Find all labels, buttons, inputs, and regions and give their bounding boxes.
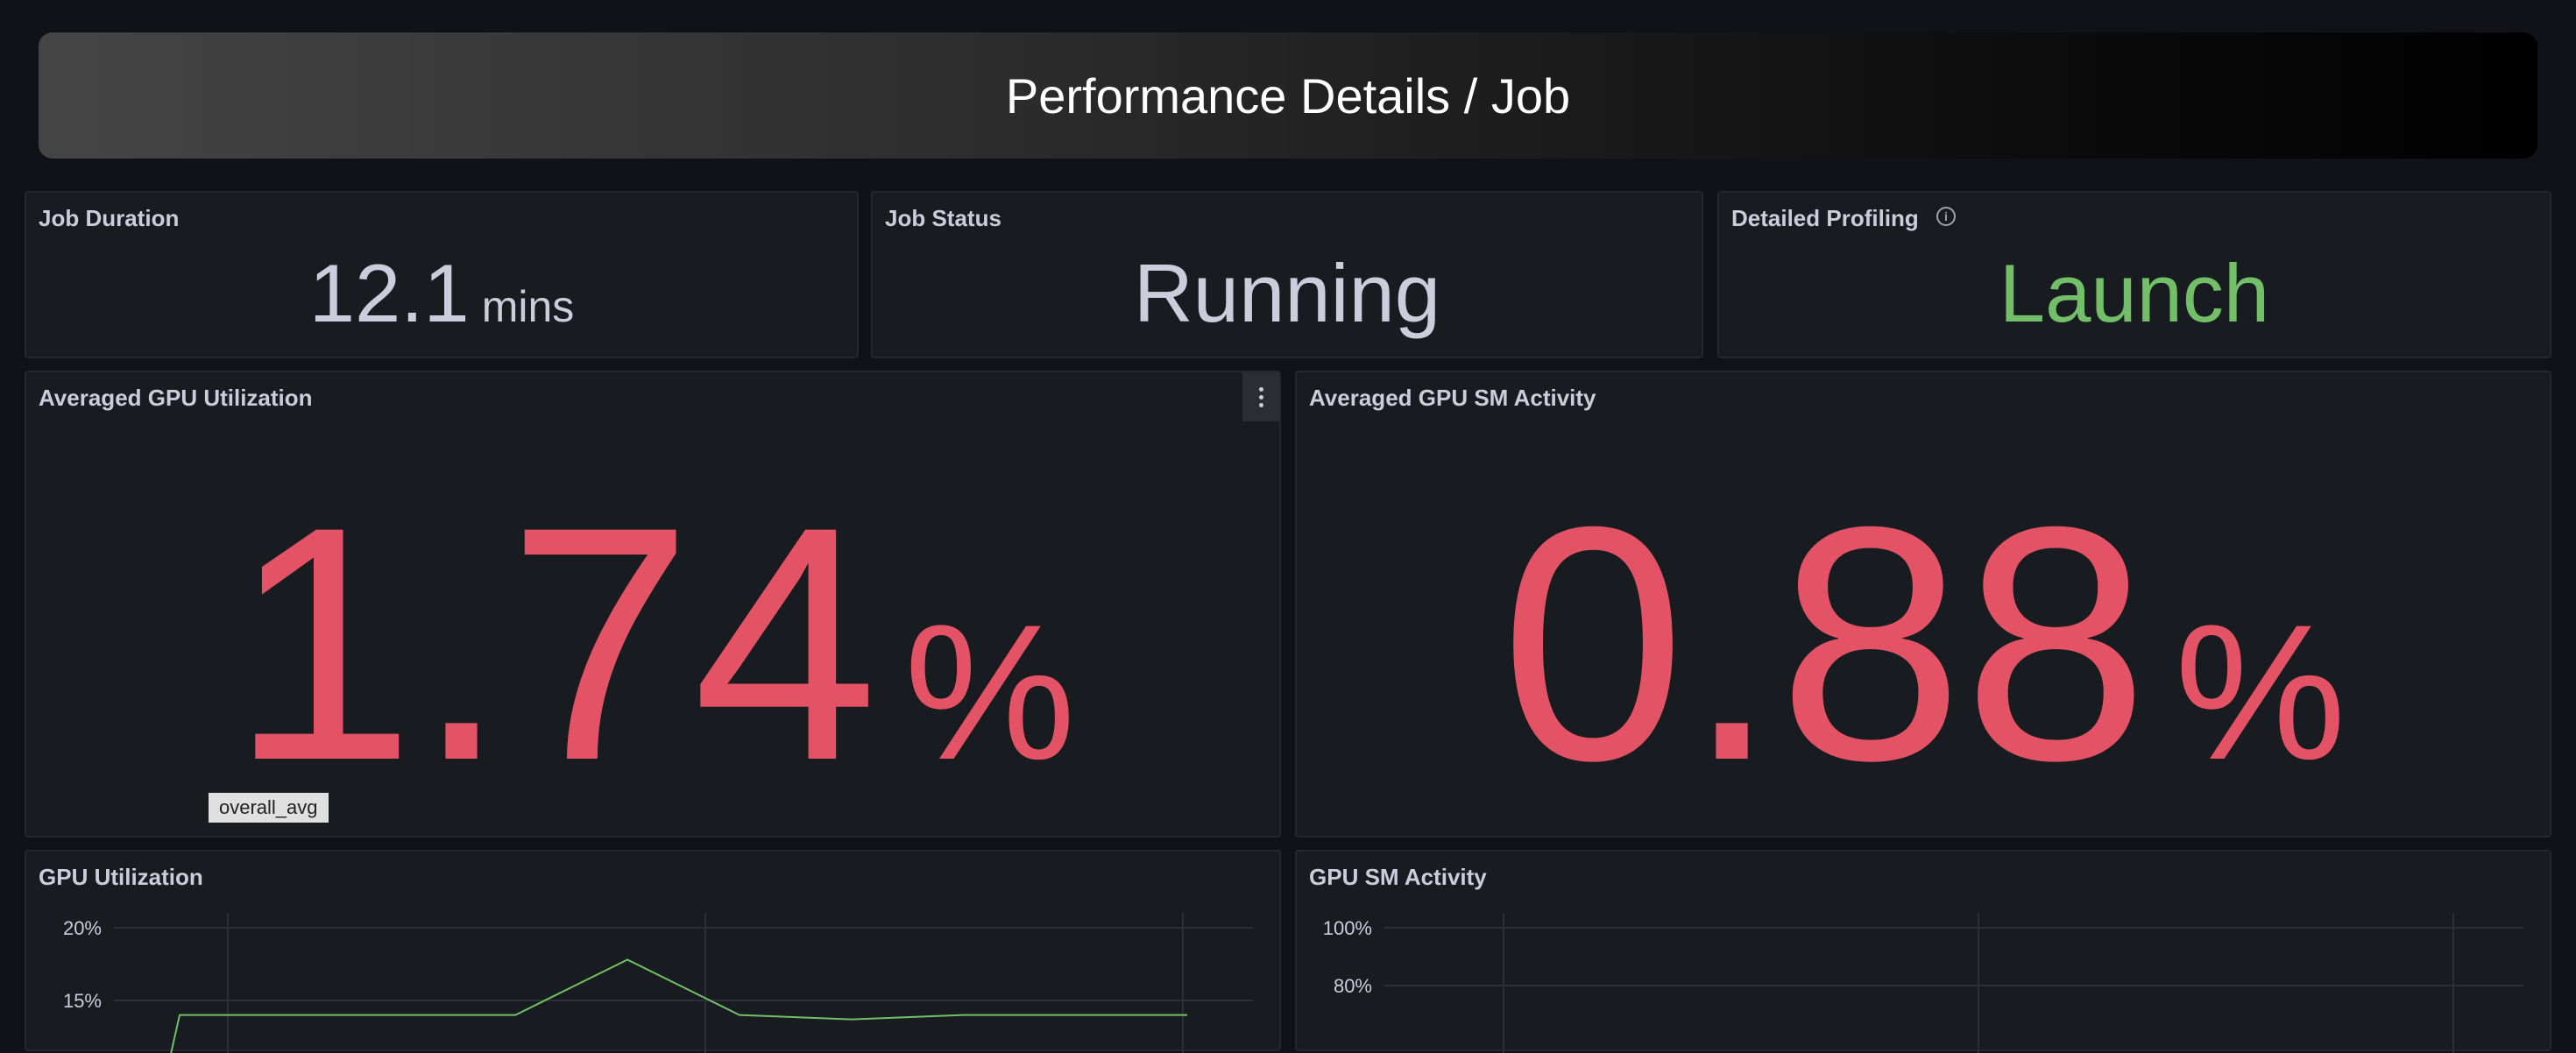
avg-gpu-sm-value: 0.88 [1500,457,2148,830]
launch-profiling-link[interactable]: Launch [1719,252,2550,335]
y-tick-label: 80% [1334,975,1372,997]
gpu-sm-activity-chart[interactable]: 100% 80% [1297,852,2553,1053]
kebab-dot-icon [1259,387,1263,392]
kebab-dot-icon [1259,403,1263,407]
dashboard-banner: Performance Details / Job [39,32,2537,159]
avg-gpu-utilization-panel: Averaged GPU Utilization 1.74% overall_a… [25,371,1281,837]
job-status-value: Running [873,252,1702,335]
panel-title: Job Duration [39,205,179,232]
job-status-panel: Job Status Running [871,191,1703,358]
avg-gpu-sm-activity-panel: Averaged GPU SM Activity 0.88% [1295,371,2551,837]
avg-gpu-sm-unit: % [2175,584,2346,800]
job-duration-unit: mins [482,282,575,331]
avg-gpu-utilization-value-wrap: 1.74% [26,477,1279,810]
detailed-profiling-panel: Detailed Profiling i Launch [1717,191,2551,358]
avg-gpu-sm-value-wrap: 0.88% [1297,477,2550,810]
gpu-utilization-panel: GPU Utilization 20%15% [25,850,1281,1051]
info-icon[interactable]: i [1936,207,1956,226]
page-title: Performance Details / Job [1006,67,1570,124]
panel-title: Detailed Profiling [1731,205,1919,232]
y-tick-label: 20% [63,917,102,939]
gpu-sm-activity-panel: GPU SM Activity 100%80% [1295,850,2551,1051]
job-duration-value: 12.1 [309,247,470,339]
series-tooltip-tag: overall_avg [209,793,329,823]
y-tick-label: 15% [63,990,102,1012]
panel-menu-button[interactable] [1242,372,1279,421]
panel-title: Job Status [885,205,1001,232]
panel-title: Averaged GPU Utilization [39,385,313,412]
series-line [169,960,1187,1053]
gpu-utilization-chart[interactable]: 20% 15% [26,852,1283,1053]
y-tick-label: 100% [1323,917,1372,939]
avg-gpu-utilization-unit: % [904,584,1076,800]
panel-title: Averaged GPU SM Activity [1309,385,1596,412]
avg-gpu-utilization-value: 1.74 [230,457,878,830]
kebab-dot-icon [1259,395,1263,399]
